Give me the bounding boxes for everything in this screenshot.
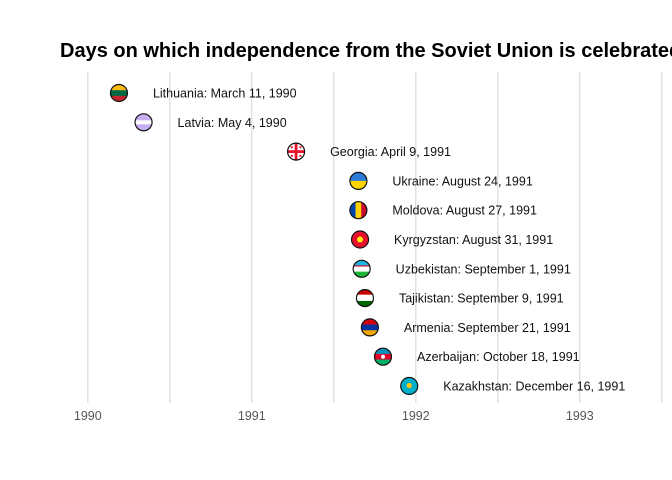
- data-point-georgia: Georgia: April 9, 1991: [286, 142, 451, 161]
- point-marker: [286, 142, 306, 161]
- point-marker: [134, 113, 153, 132]
- point-label: Tajikistan: September 9, 1991: [399, 292, 564, 306]
- point-label: Ukraine: August 24, 1991: [392, 174, 532, 188]
- tajikistan-flag-icon: [356, 289, 374, 307]
- point-marker: [349, 201, 368, 220]
- point-marker: [400, 376, 419, 396]
- kyrgyzstan-flag-icon: [351, 231, 369, 248]
- moldova-flag-icon: [349, 201, 367, 219]
- chart-title: Days on which independence from the Sovi…: [60, 40, 672, 62]
- armenia-flag-icon: [361, 318, 379, 336]
- point-label: Latvia: May 4, 1990: [178, 116, 287, 130]
- point-marker: [355, 289, 375, 308]
- uzbekistan-flag-icon: [353, 260, 371, 278]
- x-axis-ticks: 1990 1991 1992 1993: [74, 409, 594, 423]
- point-label: Moldova: August 27, 1991: [392, 204, 537, 218]
- x-tick-label: 1991: [238, 409, 266, 423]
- grid-lines: [87, 72, 663, 403]
- x-tick-label: 1990: [74, 409, 102, 423]
- data-point-armenia: Armenia: September 21, 1991: [360, 318, 571, 337]
- data-point-lithuania: Lithuania: March 11, 1990: [109, 83, 297, 103]
- latvia-flag-icon: [135, 113, 153, 131]
- point-label: Kazakhstan: December 16, 1991: [443, 380, 625, 394]
- ukraine-flag-icon: [349, 172, 367, 190]
- georgia-flag-icon: [287, 143, 305, 161]
- data-point-uzbekistan: Uzbekistan: September 1, 1991: [352, 259, 571, 278]
- data-point-ukraine: Ukraine: August 24, 1991: [349, 171, 533, 190]
- point-marker: [349, 171, 368, 190]
- point-marker: [109, 83, 129, 103]
- point-marker: [352, 259, 371, 278]
- x-tick-label: 1992: [402, 409, 430, 423]
- azerbaijan-flag-icon: [374, 348, 392, 366]
- point-label: Armenia: September 21, 1991: [404, 321, 571, 335]
- data-point-kyrgyzstan: Kyrgyzstan: August 31, 1991: [350, 230, 553, 249]
- point-label: Kyrgyzstan: August 31, 1991: [394, 233, 553, 247]
- point-marker: [373, 347, 393, 366]
- point-label: Uzbekistan: September 1, 1991: [396, 262, 571, 276]
- point-marker: [360, 318, 379, 337]
- point-label: Azerbaijan: October 18, 1991: [417, 350, 580, 364]
- data-point-moldova: Moldova: August 27, 1991: [349, 201, 537, 220]
- point-label: Lithuania: March 11, 1990: [153, 87, 297, 101]
- x-tick-label: 1993: [566, 409, 594, 423]
- point-label: Georgia: April 9, 1991: [330, 145, 451, 159]
- data-point-azerbaijan: Azerbaijan: October 18, 1991: [373, 347, 580, 366]
- kazakhstan-flag-icon: [400, 377, 418, 395]
- data-points: Lithuania: March 11, 1990 Latvia: May 4, …: [109, 83, 625, 396]
- lithuania-flag-icon: [110, 84, 128, 102]
- point-marker: [350, 230, 370, 249]
- data-point-latvia: Latvia: May 4, 1990: [134, 113, 287, 132]
- data-point-kazakhstan: Kazakhstan: December 16, 1991: [400, 376, 625, 396]
- data-point-tajikistan: Tajikistan: September 9, 1991: [355, 289, 564, 308]
